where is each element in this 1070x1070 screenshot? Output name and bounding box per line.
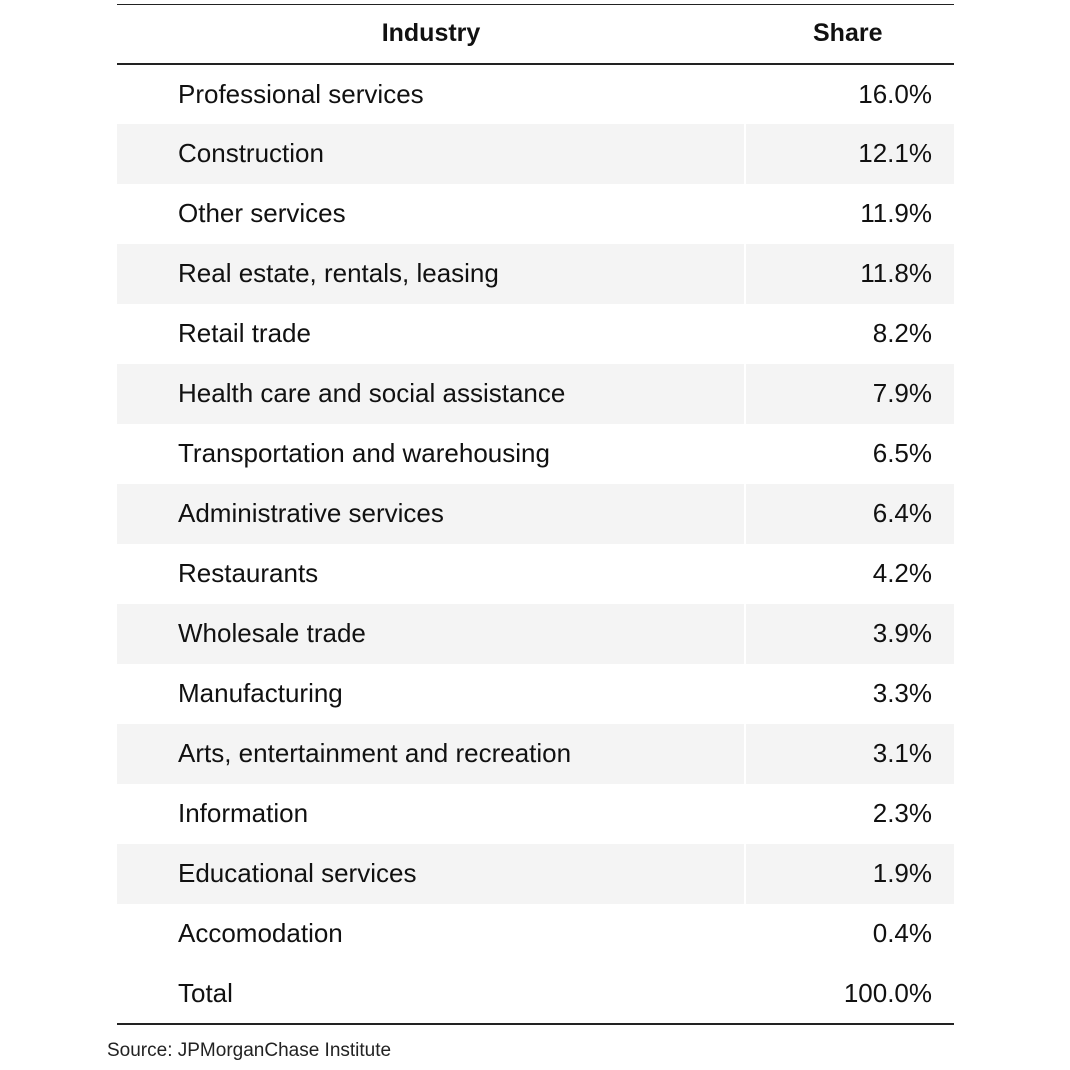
- header-row: Industry Share: [117, 4, 954, 64]
- industry-cell: Professional services: [178, 78, 424, 109]
- share-cell: 16.0%: [858, 78, 932, 109]
- table-row: Other services 11.9%: [117, 184, 954, 244]
- share-cell: 3.1%: [745, 723, 954, 784]
- industry-cell: Restaurants: [178, 558, 319, 588]
- industry-cell: Accomodation: [178, 918, 343, 948]
- share-cell: 3.9%: [745, 603, 954, 664]
- share-cell: 8.2%: [872, 318, 932, 348]
- industry-cell: Real estate, rentals, leasing: [117, 243, 746, 304]
- industry-cell: Manufacturing: [178, 678, 343, 708]
- table-row: Real estate, rentals, leasing 11.8%: [117, 243, 954, 304]
- source-note: Source: JPMorganChase Institute: [107, 1040, 392, 1061]
- industry-cell: Administrative services: [117, 483, 746, 544]
- table-row: Accomodation 0.4%: [117, 904, 954, 964]
- share-cell: 11.9%: [860, 198, 932, 228]
- table-row: Educational services 1.9%: [117, 843, 954, 904]
- share-cell: 6.5%: [872, 438, 932, 468]
- table-row: Health care and social assistance 7.9%: [117, 363, 954, 424]
- table-row: Restaurants 4.2%: [117, 544, 954, 604]
- industry-share-table: Industry Share Professional services 16.0…: [117, 4, 954, 1025]
- share-cell: 7.9%: [745, 363, 954, 424]
- data-table: Industry Share Professional services 16.0…: [117, 4, 954, 1025]
- table-row: Manufacturing 3.3%: [117, 664, 954, 724]
- share-cell: 12.1%: [745, 123, 954, 184]
- table-row: Wholesale trade 3.9%: [117, 603, 954, 664]
- total-row: Total 100.0%: [117, 963, 954, 1025]
- industry-cell: Educational services: [117, 843, 746, 904]
- share-cell: 4.2%: [872, 558, 932, 588]
- table-row: Construction 12.1%: [117, 123, 954, 184]
- table-row: Administrative services 6.4%: [117, 483, 954, 544]
- table-body: Professional services 16.0% Construction 12…: [117, 64, 954, 1025]
- table-header: Industry Share: [117, 4, 954, 64]
- share-cell: 3.3%: [872, 678, 932, 708]
- table-row: Transportation and warehousing 6.5%: [117, 424, 954, 484]
- share-cell: 2.3%: [872, 798, 932, 828]
- share-cell: 11.8%: [745, 243, 954, 304]
- total-value: 100.0%: [745, 963, 954, 1025]
- column-header-share: Share: [813, 19, 883, 48]
- share-cell: 0.4%: [872, 918, 932, 948]
- share-cell: 6.4%: [745, 483, 954, 544]
- column-header-industry: Industry: [381, 19, 481, 48]
- industry-cell: Wholesale trade: [117, 603, 746, 664]
- total-label: Total: [117, 963, 745, 1025]
- table-row: Information 2.3%: [117, 784, 954, 844]
- table-row: Professional services 16.0%: [117, 64, 954, 124]
- table-row: Arts, entertainment and recreation 3.1%: [117, 723, 954, 784]
- industry-cell: Health care and social assistance: [117, 363, 746, 424]
- industry-cell: Construction: [117, 123, 746, 184]
- industry-cell: Retail trade: [178, 318, 311, 348]
- industry-cell: Information: [178, 798, 309, 828]
- industry-cell: Arts, entertainment and recreation: [117, 723, 746, 784]
- industry-cell: Transportation and warehousing: [178, 438, 550, 468]
- industry-cell: Other services: [178, 198, 346, 228]
- table-row: Retail trade 8.2%: [117, 304, 954, 364]
- share-cell: 1.9%: [745, 843, 954, 904]
